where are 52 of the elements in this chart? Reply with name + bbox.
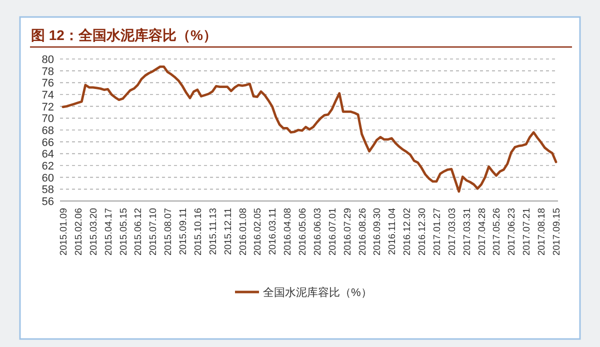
plot: 56 58 60 62 64 66 68 70 72 74 76 78 80 2015.01.09 2015.02.06 2015.03.20 2015.04.17 2015.05.15 2015.06.12 2015.07.10 2015.08.07 2015.09.11 2015.10.16 2015.11.13 2015.12.11 2016.01.08 2016.02.05 2016.03.11 2016.04.08 2016.05.06 2016.06.03 2016.07.01 2016.07.29 2016.08.26 2016.09.30 2016.11.04 2016.12.02 2016.12.30 2017.01.27 2017.03.03 2017.03.31 2017.04.28 2017.05.26 2017.06.23 2017.07.21 2017.08.18 2017.09.15 bbox=[42, 54, 562, 256]
x-tick-label: 2016.12.02 bbox=[402, 208, 414, 256]
legend: 全国水泥库容比（%） bbox=[235, 287, 372, 299]
x-tick-label: 2017.01.27 bbox=[432, 208, 443, 256]
chart-title: 图 12：全国水泥库容比（%） bbox=[31, 27, 217, 43]
x-tick-label: 2017.07.21 bbox=[522, 208, 533, 256]
y-tick-label: 60 bbox=[42, 172, 54, 184]
x-tick-label: 2017.09.15 bbox=[552, 208, 562, 256]
x-tick-label: 2016.05.06 bbox=[298, 208, 309, 256]
x-tick-label: 2016.07.29 bbox=[342, 208, 354, 256]
x-tick-label: 2015.07.10 bbox=[148, 208, 160, 256]
x-tick-label: 2017.06.23 bbox=[506, 208, 518, 256]
y-tick-label: 70 bbox=[42, 113, 54, 126]
y-tick-label: 66 bbox=[42, 136, 54, 149]
y-tick-label: 74 bbox=[42, 90, 54, 102]
y-tick-label: 78 bbox=[42, 66, 54, 78]
x-tick-label: 2016.06.03 bbox=[312, 208, 324, 256]
y-tick-label: 72 bbox=[42, 101, 54, 114]
x-tick-label: 2017.03.31 bbox=[462, 208, 473, 256]
x-tick-label: 2017.04.28 bbox=[476, 208, 488, 256]
x-tick-label: 2016.04.08 bbox=[282, 208, 294, 256]
x-tick-label: 2015.09.11 bbox=[178, 208, 190, 255]
y-tick-label: 68 bbox=[42, 125, 54, 137]
x-tick-label: 2016.03.11 bbox=[268, 208, 279, 255]
x-tick-label: 2016.07.01 bbox=[327, 208, 338, 256]
x-tick-label: 2015.01.09 bbox=[58, 208, 70, 256]
x-tick-label: 2015.06.12 bbox=[133, 208, 144, 256]
x-tick-label: 2015.08.07 bbox=[163, 208, 174, 256]
x-tick-label: 2016.08.26 bbox=[357, 208, 368, 256]
x-tick-label: 2017.08.18 bbox=[536, 208, 548, 256]
y-tick-label: 56 bbox=[42, 196, 54, 208]
legend-label: 全国水泥库容比（%） bbox=[263, 286, 372, 299]
y-tick-label: 62 bbox=[42, 160, 54, 172]
x-tick-label: 2015.04.17 bbox=[103, 208, 114, 256]
x-tick-label: 2015.11.13 bbox=[208, 208, 219, 255]
x-tick-label: 2017.03.03 bbox=[446, 208, 458, 256]
y-tick-label: 80 bbox=[42, 54, 54, 66]
x-tick-label: 2016.11.04 bbox=[387, 208, 398, 255]
x-tick-label: 2016.02.05 bbox=[252, 208, 264, 256]
x-tick-label: 2017.05.26 bbox=[492, 208, 503, 256]
x-tick-label: 2015.02.06 bbox=[73, 208, 84, 256]
x-tick-label: 2016.09.30 bbox=[372, 208, 384, 256]
x-tick-label: 2015.03.20 bbox=[88, 208, 100, 256]
x-tick-label: 2016.12.30 bbox=[417, 208, 428, 256]
y-tick-label: 64 bbox=[42, 148, 54, 161]
x-tick-label: 2015.12.11 bbox=[222, 208, 234, 255]
line-series bbox=[62, 65, 558, 193]
x-tick-label: 2015.05.15 bbox=[118, 208, 130, 256]
y-tick-label: 76 bbox=[42, 78, 54, 90]
y-tick-label: 58 bbox=[42, 184, 54, 196]
x-tick-label: 2015.10.16 bbox=[192, 208, 204, 256]
x-tick-label: 2016.01.08 bbox=[238, 208, 249, 256]
